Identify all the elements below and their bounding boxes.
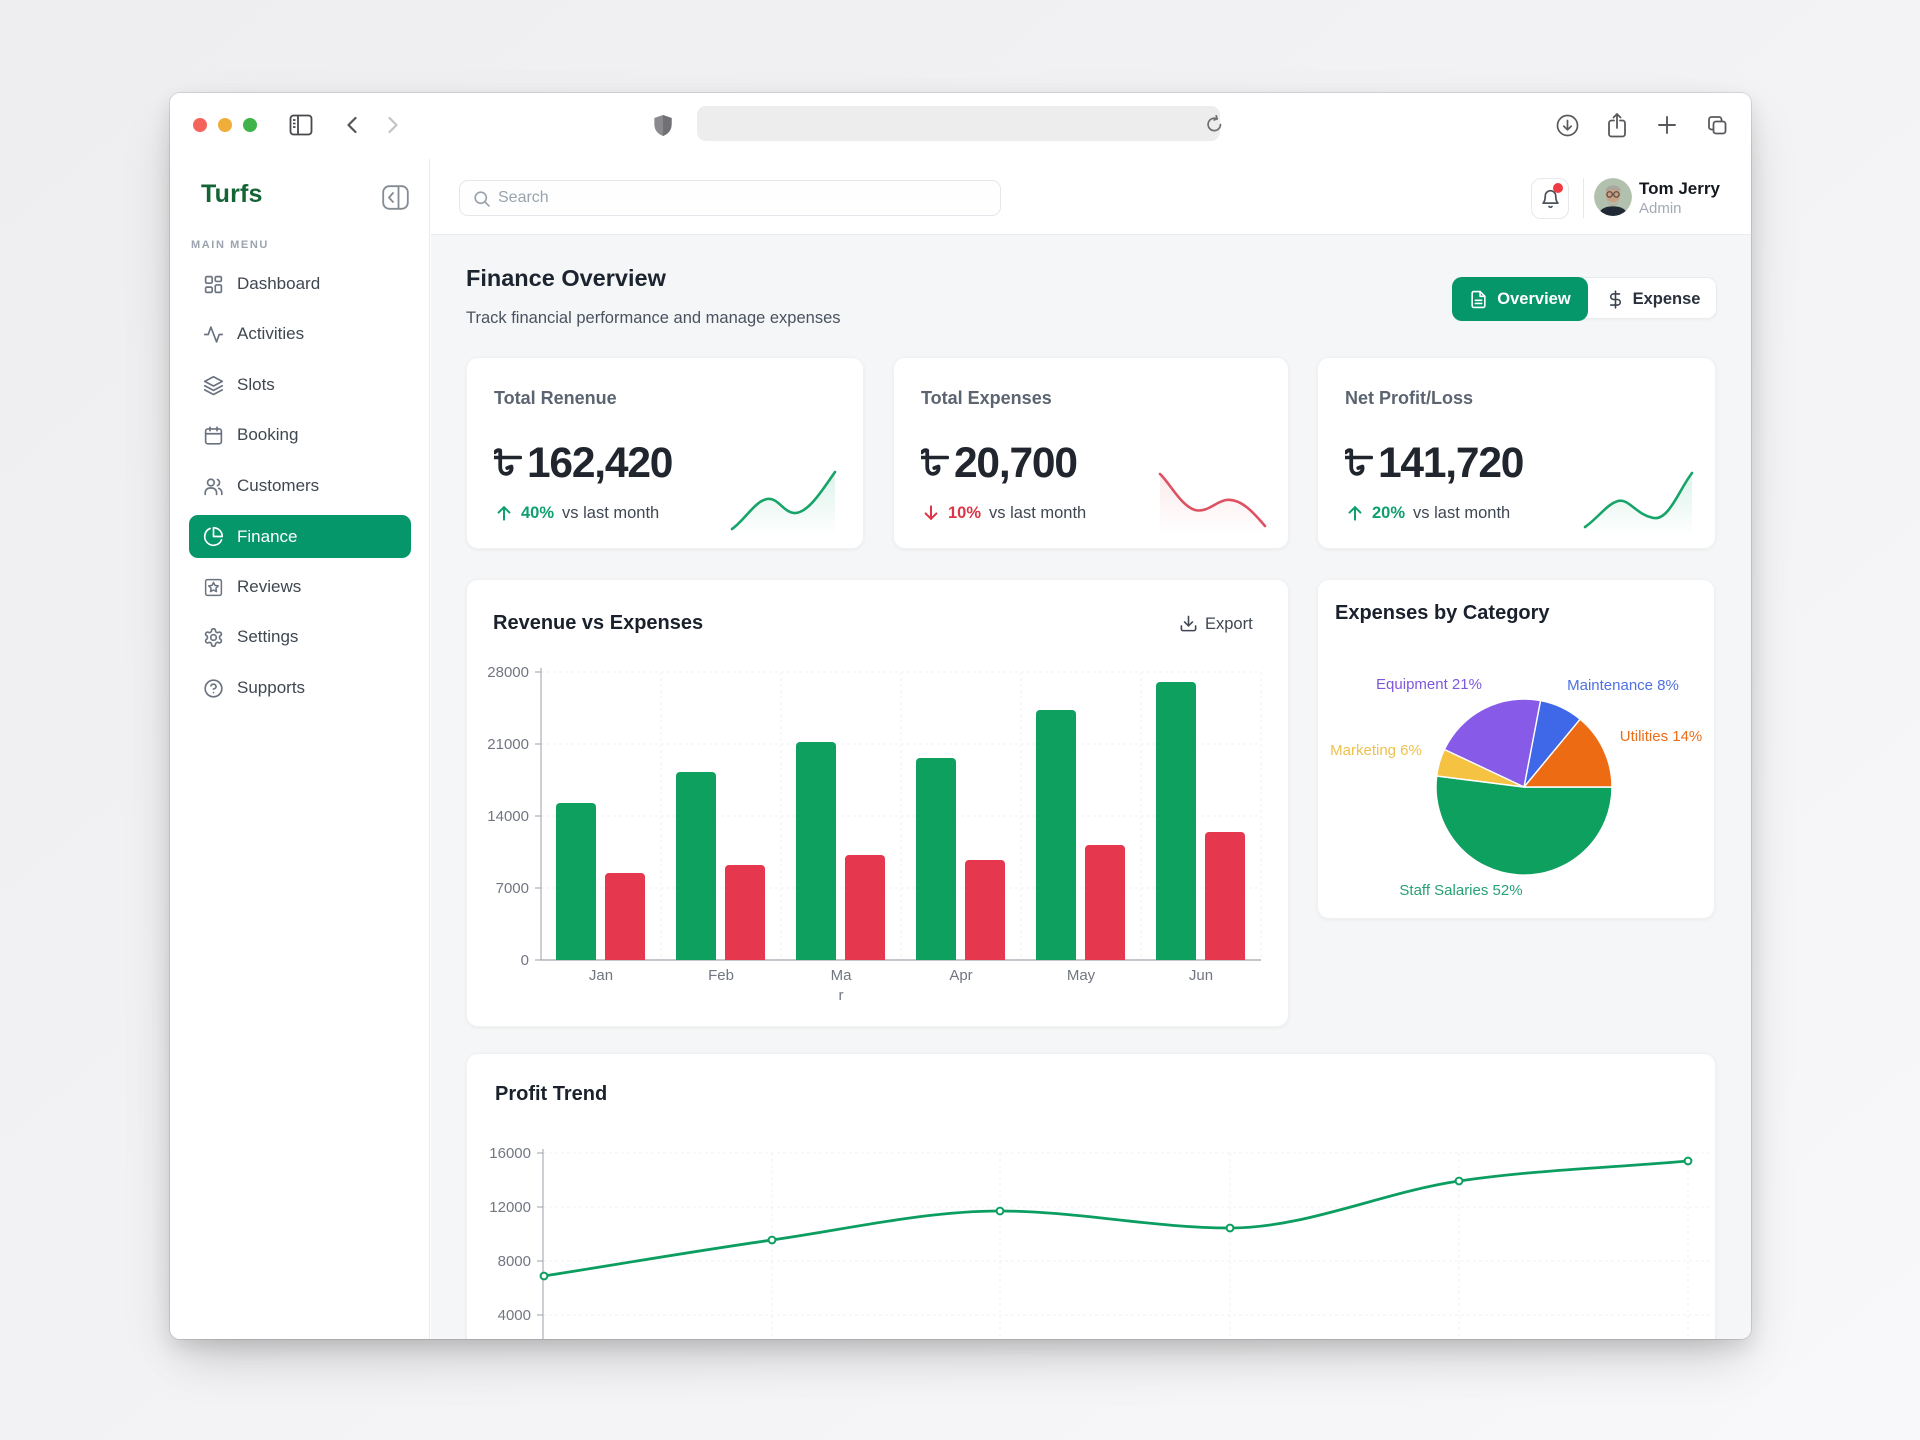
svg-text:Maintenance 8%: Maintenance 8% <box>1567 677 1679 694</box>
svg-text:Apr: Apr <box>949 967 972 984</box>
svg-text:12000: 12000 <box>489 1199 531 1216</box>
svg-text:4000: 4000 <box>498 1307 531 1324</box>
svg-text:r: r <box>839 987 844 1004</box>
svg-text:Feb: Feb <box>708 967 734 984</box>
svg-text:Jun: Jun <box>1189 967 1213 984</box>
svg-text:7000: 7000 <box>496 880 529 897</box>
svg-text:Ma: Ma <box>831 967 852 984</box>
svg-text:May: May <box>1067 967 1096 984</box>
svg-text:Utilities 14%: Utilities 14% <box>1620 728 1703 745</box>
svg-text:Staff Salaries 52%: Staff Salaries 52% <box>1399 882 1522 899</box>
svg-text:Jan: Jan <box>589 967 613 984</box>
svg-text:14000: 14000 <box>487 808 529 825</box>
svg-text:0: 0 <box>521 952 529 969</box>
svg-text:8000: 8000 <box>498 1253 531 1270</box>
svg-text:16000: 16000 <box>489 1145 531 1162</box>
svg-text:28000: 28000 <box>487 664 529 681</box>
svg-text:Equipment 21%: Equipment 21% <box>1376 676 1482 693</box>
svg-text:Marketing 6%: Marketing 6% <box>1330 742 1422 759</box>
svg-text:21000: 21000 <box>487 736 529 753</box>
